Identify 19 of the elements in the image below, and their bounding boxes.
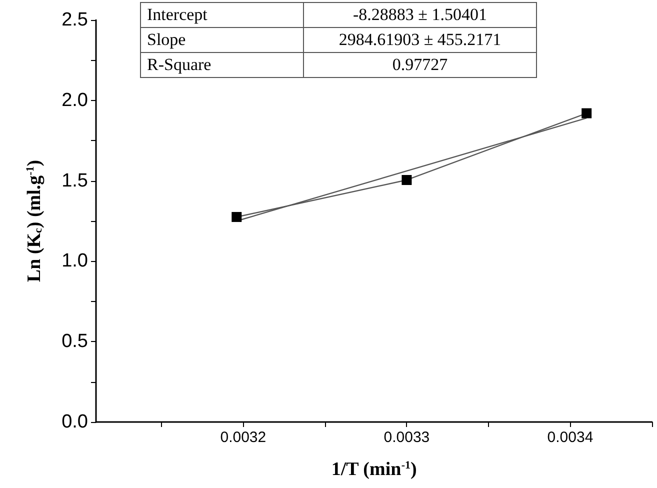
y-tick-label: 2.0 — [62, 90, 88, 111]
annotation: -8.28883 ± 1.50401 — [304, 2, 536, 28]
point — [402, 174, 412, 185]
annotation: 2984.61903 ± 455.2171 — [304, 28, 536, 52]
x-tick-label: 0.0032 — [220, 429, 266, 446]
x-tick-label: 0.0034 — [547, 429, 594, 446]
annotation: Slope — [140, 28, 304, 52]
annotation: Intercept — [140, 2, 304, 28]
annotation: 0.97727 — [304, 52, 536, 78]
annotation: R-Square — [140, 52, 304, 78]
y-axis-title: Ln (Kc) (ml.g-1) — [24, 160, 45, 282]
y-tick-label: 2.5 — [62, 10, 88, 30]
x-tick-label: 0.0033 — [384, 429, 430, 446]
y-tick-label: 1.5 — [62, 170, 88, 192]
y-tick-label: 0.5 — [62, 331, 88, 352]
point — [582, 108, 592, 118]
point — [232, 212, 242, 222]
y-tick-label: 1.0 — [62, 250, 88, 272]
y-tick-label: 0.0 — [62, 412, 88, 432]
